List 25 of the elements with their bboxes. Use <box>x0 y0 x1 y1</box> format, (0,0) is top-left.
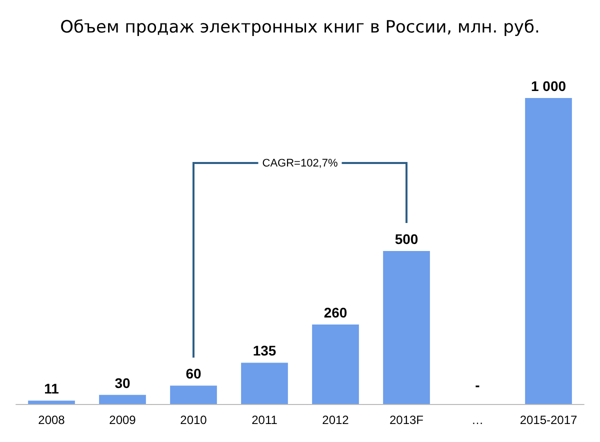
data-label: 135 <box>252 342 276 359</box>
x-tick-label: 2010 <box>180 413 208 427</box>
bar <box>383 251 430 404</box>
x-tick-label: … <box>472 413 484 427</box>
data-label: 11 <box>44 380 60 397</box>
x-tick-label: 2011 <box>252 413 278 427</box>
x-tick-label: 2012 <box>322 413 350 427</box>
bar <box>28 400 75 404</box>
x-tick-label: 2009 <box>109 413 136 427</box>
bar <box>312 324 359 404</box>
data-label: 260 <box>324 304 348 320</box>
bar <box>525 98 572 404</box>
bar <box>241 362 288 404</box>
data-label: 60 <box>186 366 202 382</box>
x-tick-label: 2015-2017 <box>520 413 578 427</box>
text: - <box>475 377 480 393</box>
data-label: 500 <box>394 231 418 247</box>
data-label: 1 000 <box>530 78 566 94</box>
x-tick-label: 2008 <box>38 413 66 427</box>
chart-title: Объем продаж электронных книг в России, млн. руб. <box>60 18 540 38</box>
annotation: CAGR=102,7% <box>262 158 338 170</box>
bar <box>99 394 146 404</box>
bar <box>170 386 217 404</box>
x-tick-label: 2013F <box>389 413 424 427</box>
data-label: 30 <box>114 374 130 391</box>
